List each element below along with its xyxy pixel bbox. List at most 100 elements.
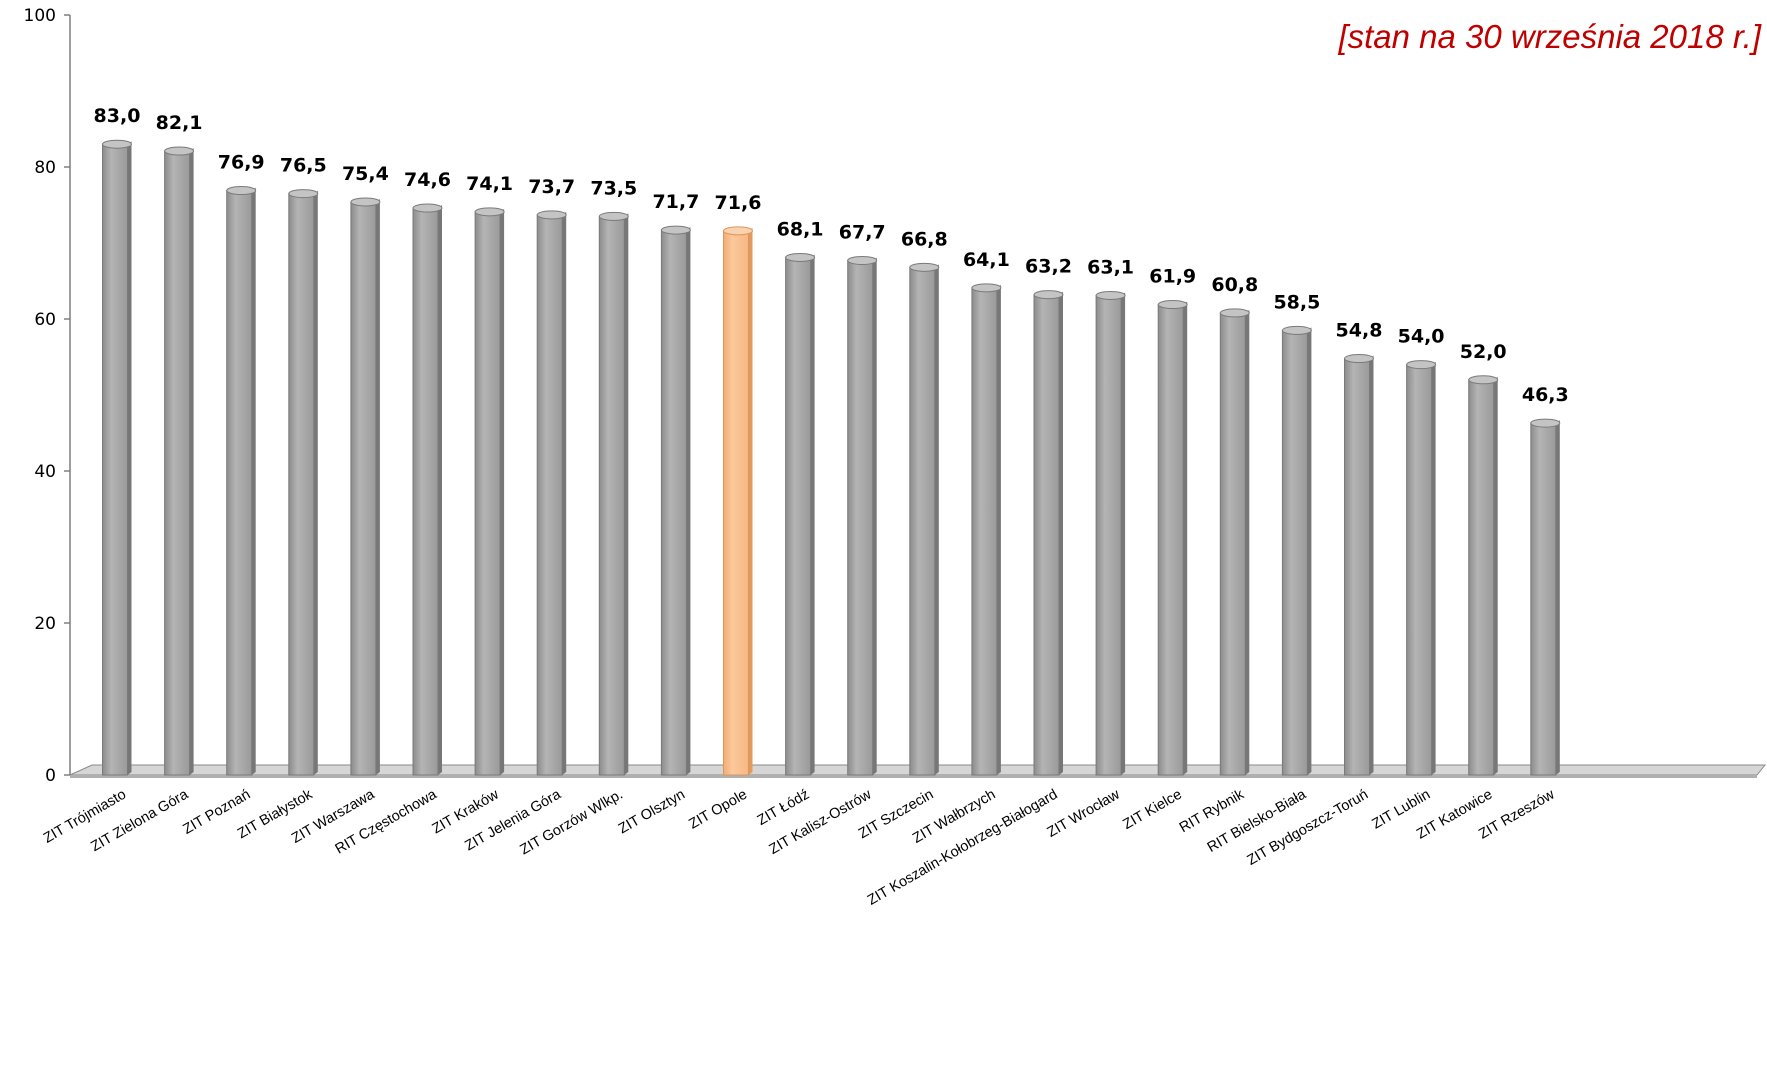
bar-top bbox=[1281, 325, 1312, 335]
bar-top bbox=[102, 139, 132, 149]
bar-front bbox=[909, 266, 936, 776]
bar bbox=[288, 189, 319, 776]
bar-side bbox=[189, 148, 194, 776]
bar-side bbox=[127, 141, 132, 775]
data-label: 71,7 bbox=[652, 191, 699, 213]
bar-top bbox=[723, 226, 753, 236]
y-tick-label: 20 bbox=[34, 614, 56, 634]
bar bbox=[971, 283, 1002, 776]
y-tick-label: 80 bbox=[34, 158, 56, 178]
date-note: [stan na 30 września 2018 r.] bbox=[1338, 18, 1761, 55]
bar-top bbox=[1406, 360, 1437, 370]
bar bbox=[1281, 325, 1312, 776]
bar-side bbox=[251, 187, 256, 775]
data-label: 60,8 bbox=[1211, 274, 1258, 296]
bar-top bbox=[412, 203, 443, 213]
data-label: 54,8 bbox=[1336, 320, 1383, 342]
bar-top bbox=[226, 186, 257, 196]
bar-front bbox=[1033, 294, 1060, 776]
data-label: 67,7 bbox=[839, 221, 886, 243]
data-label: 75,4 bbox=[342, 163, 389, 185]
bar-front bbox=[1406, 364, 1433, 776]
bar-top bbox=[1468, 375, 1499, 385]
y-tick-label: 0 bbox=[45, 766, 56, 786]
data-label: 74,6 bbox=[404, 169, 451, 191]
bar-front bbox=[164, 150, 191, 776]
bar-side bbox=[1183, 301, 1188, 775]
bar-front bbox=[102, 143, 128, 776]
bar-side bbox=[1121, 292, 1126, 775]
bar-top bbox=[847, 255, 878, 265]
bar bbox=[660, 225, 691, 776]
bar bbox=[847, 255, 878, 776]
bar-front bbox=[536, 214, 563, 776]
category-label: ZIT Opole bbox=[686, 787, 750, 833]
bar-side bbox=[810, 254, 815, 775]
bar-side bbox=[1431, 361, 1436, 775]
bar bbox=[1219, 308, 1250, 776]
category-label: ZIT Kalisz-Ostrów bbox=[767, 786, 875, 858]
bar-top bbox=[164, 146, 195, 156]
bar-side bbox=[1059, 291, 1063, 775]
bar-side bbox=[748, 227, 753, 776]
data-label: 61,9 bbox=[1149, 266, 1196, 288]
bar bbox=[102, 139, 132, 776]
bar-front bbox=[1095, 294, 1122, 776]
y-tick-label: 40 bbox=[34, 462, 56, 482]
bar bbox=[785, 252, 816, 776]
bar-front bbox=[1468, 379, 1495, 776]
bar bbox=[412, 203, 443, 776]
bar-top bbox=[1219, 308, 1250, 318]
bar-top bbox=[288, 189, 319, 199]
bar-front bbox=[598, 215, 625, 776]
bar-front bbox=[847, 259, 874, 776]
bar bbox=[164, 146, 195, 776]
data-label: 54,0 bbox=[1398, 326, 1445, 348]
bar-side bbox=[1555, 420, 1560, 775]
bar-side bbox=[624, 213, 629, 775]
bars bbox=[102, 139, 1561, 776]
bar-front bbox=[1530, 422, 1557, 776]
bar-side bbox=[1493, 376, 1498, 775]
bar-top bbox=[1530, 418, 1561, 428]
bar-side bbox=[872, 257, 877, 776]
bar bbox=[226, 186, 257, 776]
data-label: 63,2 bbox=[1025, 256, 1072, 278]
bar bbox=[536, 210, 567, 776]
y-tick-label: 100 bbox=[24, 6, 56, 26]
bar bbox=[1033, 290, 1064, 776]
data-label: 76,5 bbox=[280, 155, 327, 177]
bar bbox=[1468, 375, 1499, 776]
data-label: 73,7 bbox=[528, 176, 575, 198]
bar-front bbox=[1281, 329, 1308, 776]
bar bbox=[723, 226, 753, 776]
bar-side bbox=[934, 264, 939, 775]
data-label: 68,1 bbox=[777, 218, 824, 240]
bar-side bbox=[500, 208, 505, 776]
bar-side bbox=[375, 198, 380, 775]
bar bbox=[909, 262, 940, 776]
bar bbox=[350, 197, 381, 776]
bar-side bbox=[313, 190, 318, 776]
bar-side bbox=[996, 284, 1001, 775]
bar bbox=[1344, 354, 1374, 776]
bar-top bbox=[474, 207, 505, 217]
bar-side bbox=[438, 205, 442, 776]
data-label: 73,5 bbox=[590, 177, 637, 199]
bar-top bbox=[785, 252, 816, 262]
category-label: ZIT Gorzów Wlkp. bbox=[518, 787, 626, 859]
data-label: 64,1 bbox=[963, 249, 1010, 271]
bar bbox=[1157, 300, 1188, 776]
category-label: ZIT Olsztyn bbox=[616, 787, 688, 838]
bar-front bbox=[1219, 312, 1246, 776]
data-label: 71,6 bbox=[715, 192, 762, 214]
bar bbox=[598, 211, 629, 776]
data-label: 82,1 bbox=[156, 112, 203, 134]
bar-top bbox=[1095, 290, 1126, 300]
bar-side bbox=[1307, 327, 1312, 775]
bar-side bbox=[1369, 355, 1374, 775]
bar-top bbox=[350, 197, 381, 207]
bar-front bbox=[412, 207, 439, 776]
